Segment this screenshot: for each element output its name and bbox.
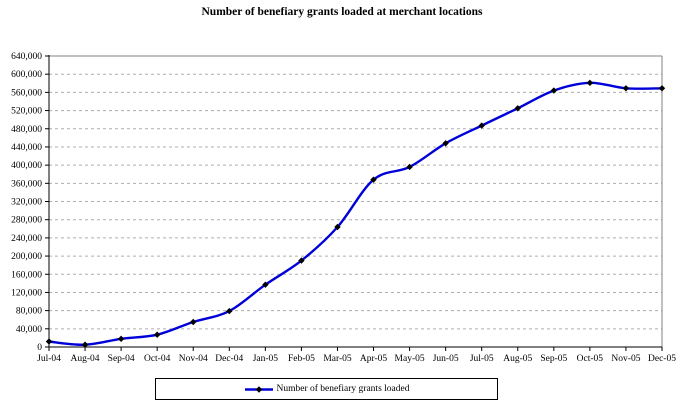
- data-point-marker: [550, 87, 557, 94]
- y-tick-label: 0: [37, 343, 42, 353]
- data-point-marker: [262, 281, 269, 288]
- data-point-marker: [298, 257, 305, 264]
- y-tick-label: 400,000: [11, 161, 42, 171]
- legend-marker-icon: [244, 385, 273, 393]
- data-point-marker: [622, 85, 630, 92]
- x-tick-label: Sep-05: [540, 354, 567, 364]
- x-tick-label: Oct-04: [144, 354, 171, 364]
- x-tick-label: Jun-05: [433, 354, 459, 364]
- y-tick-label: 40,000: [16, 325, 42, 335]
- x-tick-label: Feb-05: [288, 354, 315, 364]
- data-point-marker: [334, 223, 341, 231]
- data-point-marker: [478, 122, 485, 129]
- y-tick-label: 360,000: [11, 179, 42, 189]
- data-point-marker: [406, 163, 413, 171]
- legend-diamond: [255, 385, 262, 393]
- x-tick-label: Nov-04: [179, 354, 208, 364]
- y-tick-label: 640,000: [11, 52, 42, 62]
- series-line: [47, 81, 664, 346]
- x-tick-label: Nov-05: [611, 354, 640, 364]
- data-point-marker: [586, 79, 594, 86]
- x-tick-label: Apr-05: [360, 354, 387, 364]
- data-point-marker: [226, 307, 233, 315]
- data-point-marker: [442, 140, 449, 147]
- y-tick-label: 320,000: [11, 198, 42, 208]
- legend-label: Number of benefiary grants loaded: [276, 384, 410, 394]
- x-tick-label: Dec-05: [648, 354, 676, 364]
- y-tick-label: 440,000: [11, 143, 42, 153]
- y-tick-label: 560,000: [11, 88, 42, 98]
- data-point-marker: [154, 331, 161, 338]
- y-tick-label: 600,000: [11, 70, 42, 80]
- chart-title: Number of benefiary grants loaded at mer…: [201, 6, 483, 18]
- data-point-marker: [117, 335, 125, 342]
- y-tick-label: 80,000: [16, 307, 42, 317]
- y-tick-label: 520,000: [11, 107, 42, 117]
- y-tick-label: 280,000: [11, 216, 42, 226]
- x-tick-label: Sep-04: [108, 354, 135, 364]
- data-point-marker: [81, 341, 89, 348]
- x-tick-label: May-05: [395, 354, 425, 364]
- y-tick-label: 480,000: [11, 125, 42, 135]
- x-tick-label: Mar-05: [323, 354, 352, 364]
- y-tick-label: 240,000: [11, 234, 42, 244]
- x-tick-label: Dec-04: [215, 354, 243, 364]
- data-point-marker: [658, 85, 666, 92]
- x-tick-label: Jul-04: [37, 354, 61, 364]
- x-tick-label: Aug-05: [503, 354, 532, 364]
- y-tick-label: 200,000: [11, 252, 42, 262]
- legend: Number of benefiary grants loaded: [155, 378, 498, 400]
- data-point-marker: [190, 318, 197, 326]
- data-point-marker: [514, 105, 521, 112]
- x-tick-label: Jul-05: [470, 354, 494, 364]
- data-point-marker: [370, 176, 377, 183]
- plot-area: 0 40,000 80,000 120,000 160,000 200,000 240,00…: [11, 52, 676, 364]
- x-tick-label: Jan-05: [253, 354, 279, 364]
- data-point-marker: [45, 338, 53, 345]
- y-tick-label: 160,000: [11, 270, 42, 280]
- x-tick-label: Aug-04: [71, 354, 100, 364]
- x-tick-label: Oct-05: [577, 354, 604, 364]
- y-tick-label: 120,000: [11, 288, 42, 298]
